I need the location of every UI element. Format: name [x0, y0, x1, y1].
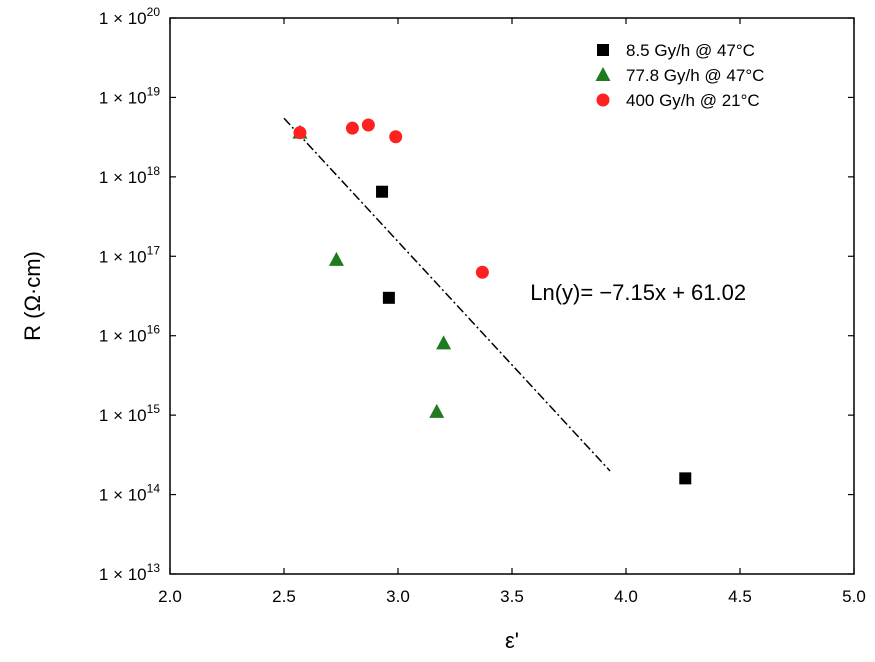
y-tick-exponent: 20: [147, 5, 161, 19]
legend-label: 8.5 Gy/h @ 47°C: [626, 41, 755, 60]
y-tick-base: 1 × 10: [99, 88, 147, 107]
data-point: [429, 403, 445, 418]
data-point: [679, 472, 692, 485]
y-tick-label: 1 × 1018: [99, 164, 160, 187]
x-axis-ticks: 2.0 2.5 3.0 3.5 4.0 4.5 5.0: [158, 18, 866, 606]
x-tick-label: 2.0: [158, 587, 182, 606]
legend-label: 400 Gy/h @ 21°C: [626, 91, 760, 110]
legend-marker: [596, 93, 610, 107]
y-tick-label: 1 × 1015: [99, 402, 160, 425]
y-tick-exponent: 18: [147, 164, 161, 178]
data-points: [292, 118, 692, 485]
fit-line: [283, 117, 611, 472]
y-tick-exponent: 13: [147, 561, 161, 575]
data-point: [328, 251, 344, 266]
y-tick-base: 1 × 10: [99, 406, 147, 425]
x-tick-label: 5.0: [842, 587, 866, 606]
legend-label: 77.8 Gy/h @ 47°C: [626, 66, 764, 85]
fit-line-group: [283, 117, 611, 472]
data-point: [293, 126, 307, 140]
y-tick-exponent: 19: [147, 84, 161, 98]
data-point: [436, 335, 452, 350]
y-tick-label: 1 × 1016: [99, 323, 160, 346]
y-tick-base: 1 × 10: [99, 168, 147, 187]
fit-equation-annotation: Ln(y)= −7.15x + 61.02: [530, 280, 746, 305]
y-tick-label: 1 × 1013: [99, 561, 160, 584]
y-tick-exponent: 16: [147, 323, 161, 337]
x-tick-label: 4.5: [728, 587, 752, 606]
x-tick-label: 4.0: [614, 587, 638, 606]
x-axis-title: ε': [505, 628, 519, 653]
y-axis-title: R (Ω·cm): [20, 251, 45, 341]
y-tick-label: 1 × 1020: [99, 5, 160, 28]
data-point: [345, 121, 359, 135]
legend: 8.5 Gy/h @ 47°C 77.8 Gy/h @ 47°C 400 Gy/h …: [595, 41, 764, 110]
y-tick-base: 1 × 10: [99, 247, 147, 266]
data-point: [376, 185, 389, 198]
legend-marker: [595, 67, 611, 81]
data-point: [389, 130, 403, 144]
x-tick-label: 3.0: [386, 587, 410, 606]
x-tick-label: 2.5: [272, 587, 296, 606]
data-point: [361, 118, 375, 132]
y-tick-exponent: 15: [147, 402, 161, 416]
y-tick-base: 1 × 10: [99, 565, 147, 584]
y-tick-exponent: 17: [147, 243, 161, 257]
y-tick-base: 1 × 10: [99, 327, 147, 346]
y-tick-base: 1 × 10: [99, 486, 147, 505]
y-tick-label: 1 × 1017: [99, 243, 160, 266]
y-tick-base: 1 × 10: [99, 9, 147, 28]
y-tick-exponent: 14: [147, 482, 161, 496]
data-point: [382, 291, 395, 304]
y-tick-label: 1 × 1019: [99, 84, 160, 107]
data-point: [475, 265, 489, 279]
x-tick-label: 3.5: [500, 587, 524, 606]
y-tick-label: 1 × 1014: [99, 482, 160, 505]
legend-marker: [597, 44, 609, 56]
